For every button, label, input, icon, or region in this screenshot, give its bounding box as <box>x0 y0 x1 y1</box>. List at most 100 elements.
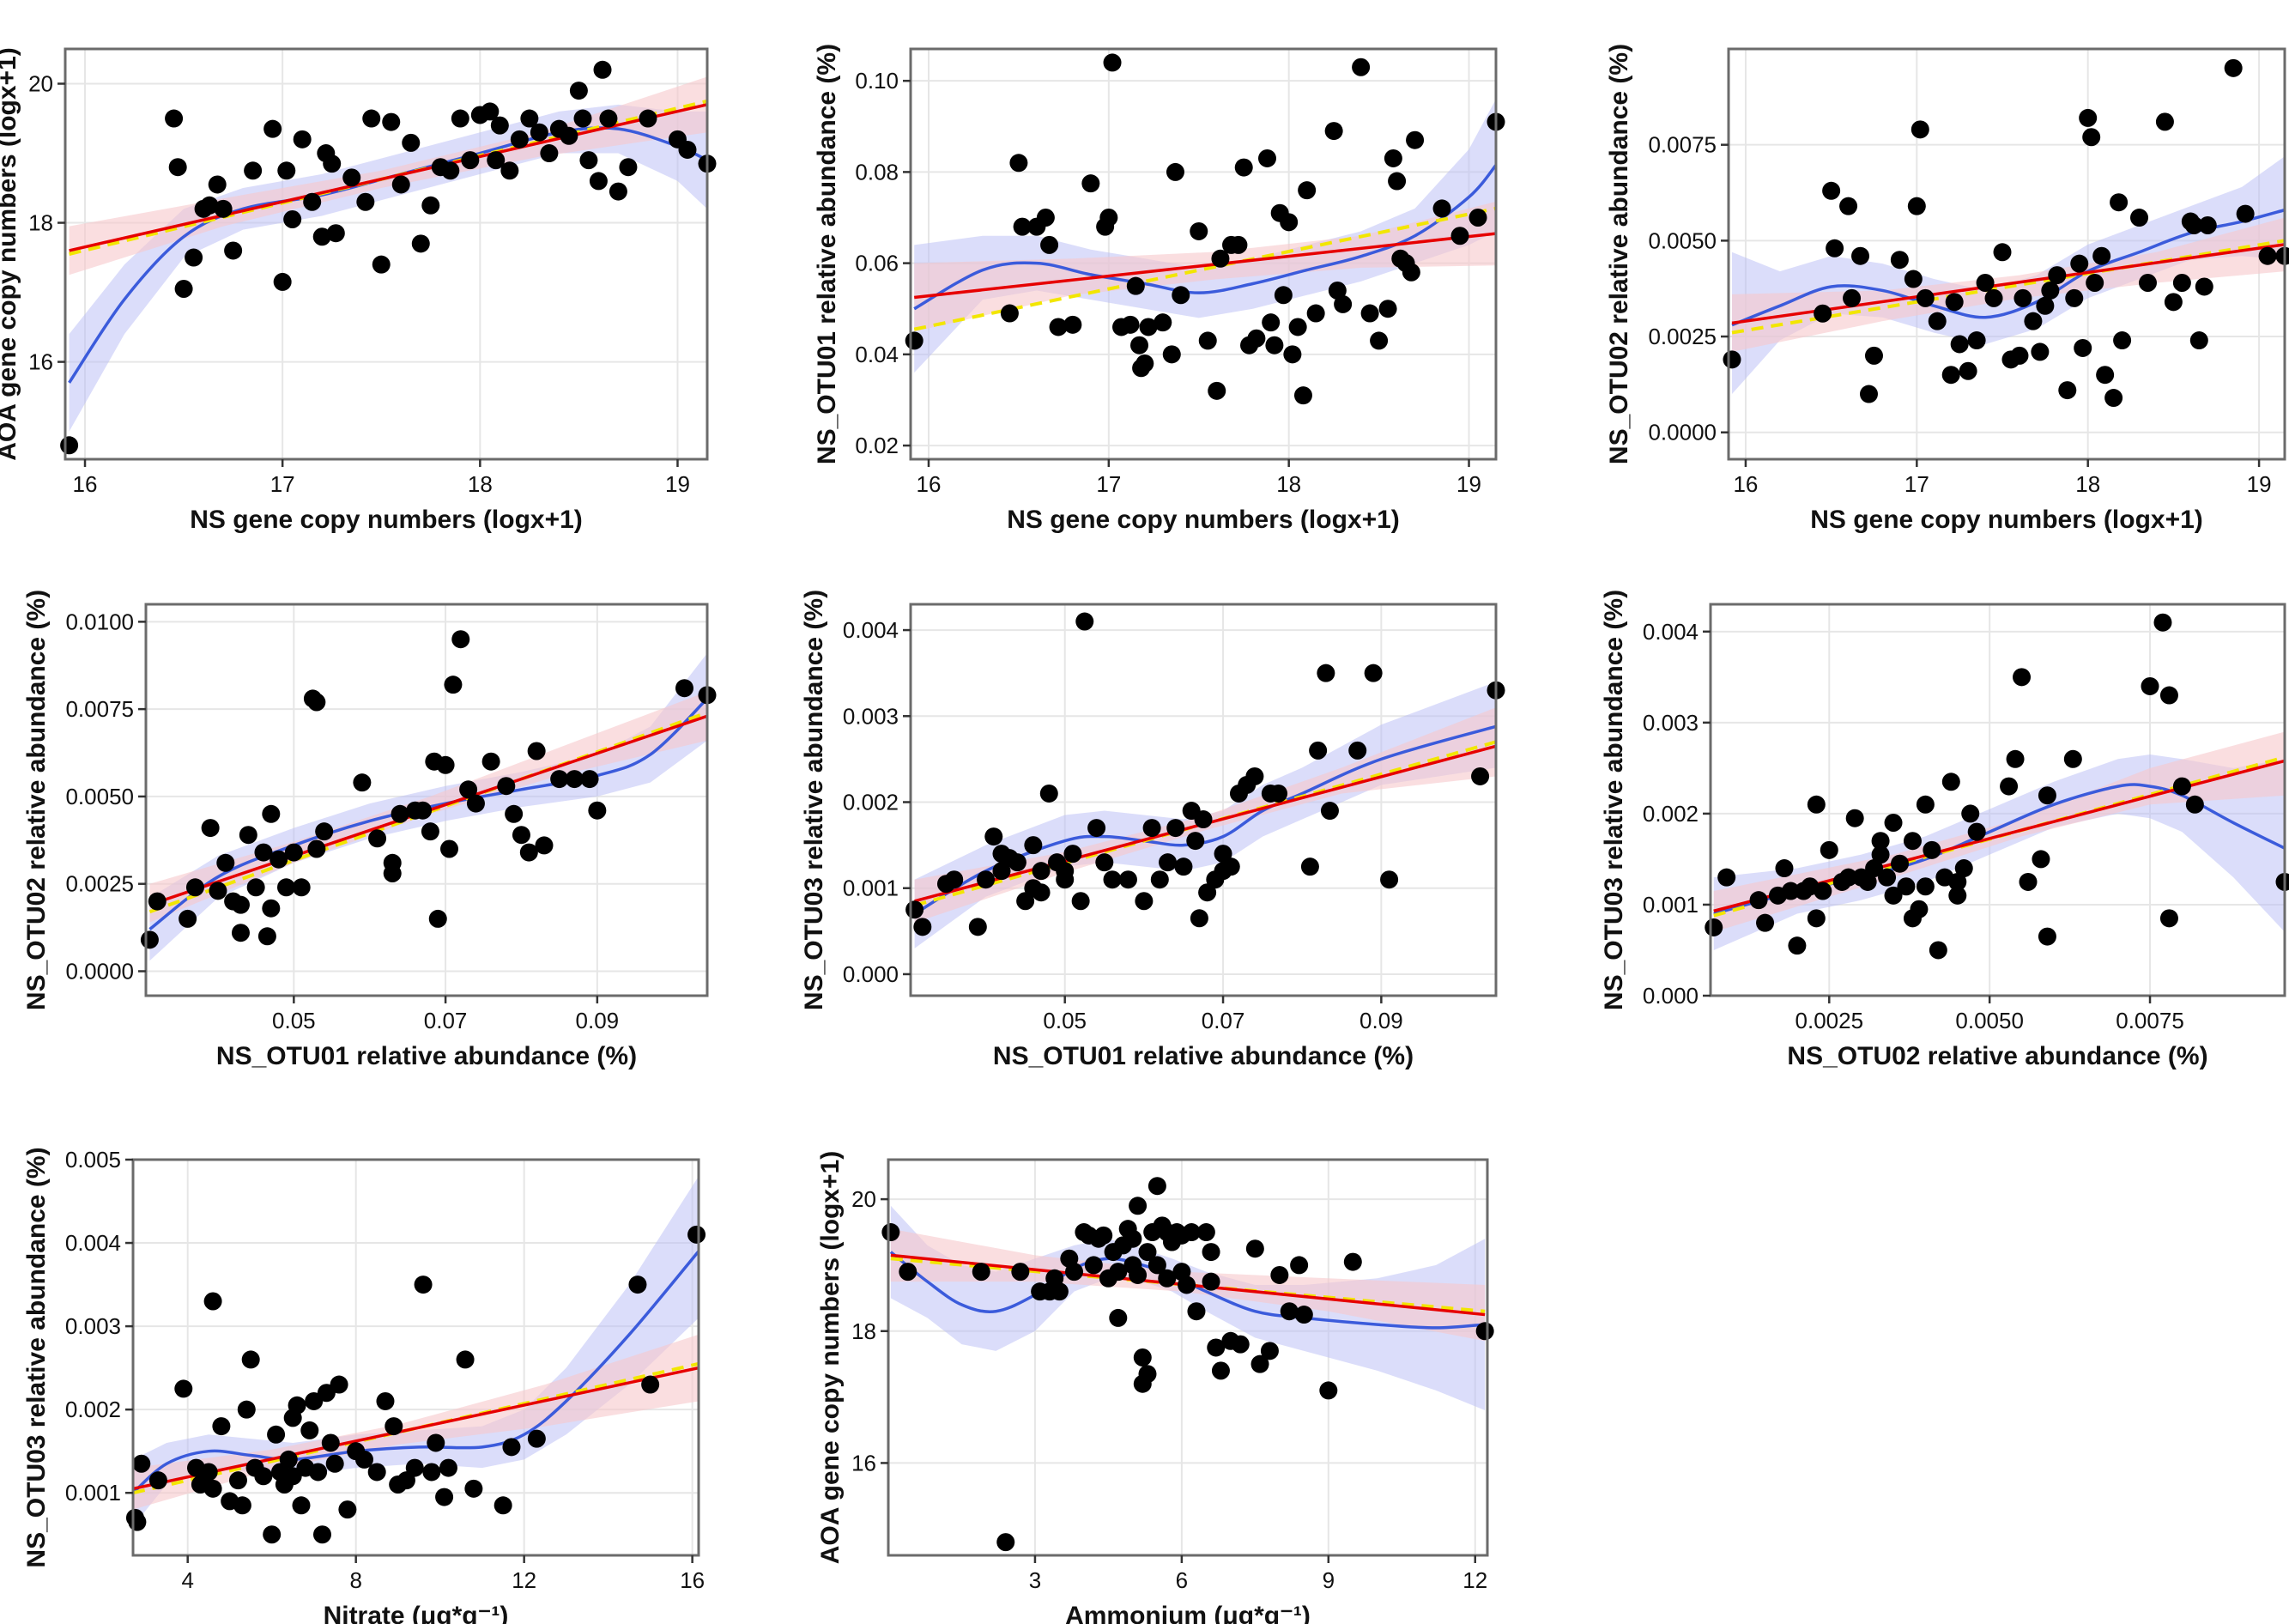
data-point <box>1324 122 1343 141</box>
data-point <box>1432 199 1451 218</box>
data-point <box>1807 795 1826 814</box>
data-point <box>1450 227 1469 245</box>
data-point <box>1334 294 1353 313</box>
data-point <box>1923 840 1941 859</box>
data-point <box>209 882 227 900</box>
data-point <box>376 1391 395 1410</box>
data-point <box>984 827 1003 846</box>
data-point <box>451 109 469 128</box>
data-point <box>2058 381 2077 400</box>
x-tick-label: 6 <box>1176 1567 1188 1593</box>
data-point <box>494 1496 512 1515</box>
data-point <box>368 829 387 848</box>
data-point <box>1928 312 1947 330</box>
data-point <box>1945 293 1964 312</box>
data-point <box>1166 819 1185 838</box>
x-tick-label: 0.07 <box>1202 1008 1245 1033</box>
y-tick-label: 0.000 <box>1643 983 1699 1009</box>
data-point <box>1159 853 1178 872</box>
y-tick-label: 0.003 <box>1643 710 1699 736</box>
scatter-panel-8: 3 6 9 12 16 18 20 Ammonium (μg*g⁻¹) AOA gene cop… <box>816 1151 1494 1624</box>
data-point <box>1245 767 1264 785</box>
data-point <box>1187 1302 1206 1321</box>
x-tick-label: 0.05 <box>272 1008 316 1033</box>
scatter-panel-6: 0.0025 0.0050 0.0075 0.000 0.001 0.002 0.003 0.… <box>1600 590 2289 1070</box>
data-point <box>199 1463 218 1482</box>
data-point <box>466 794 485 813</box>
dashed-fit-line <box>133 1361 699 1495</box>
data-point <box>1280 213 1299 232</box>
data-point <box>1016 892 1035 911</box>
data-point <box>1211 1361 1230 1380</box>
data-point <box>580 770 599 789</box>
data-point <box>321 1433 340 1452</box>
y-tick-label: 16 <box>851 1450 876 1476</box>
y-tick-label: 0.0000 <box>65 959 134 985</box>
x-tick-label: 17 <box>1904 471 1929 497</box>
data-point <box>1247 329 1266 348</box>
data-point <box>1380 870 1399 889</box>
data-point <box>1166 162 1184 181</box>
y-tick-label: 20 <box>28 71 53 97</box>
data-point <box>279 1450 298 1469</box>
data-point <box>899 1263 917 1282</box>
data-point <box>1229 235 1248 254</box>
data-point <box>2185 795 2204 814</box>
data-point <box>165 109 184 128</box>
data-point <box>2159 909 2178 928</box>
data-point <box>464 1479 483 1498</box>
x-axis-title: NS_OTU02 relative abundance (%) <box>1787 1042 2207 1070</box>
scatter-panel-2: 16 17 18 19 0.02 0.04 0.06 0.08 0.10 NS gene copy… <box>813 44 1505 534</box>
data-point <box>2032 850 2050 869</box>
data-point <box>1967 331 1986 350</box>
data-point <box>405 1458 424 1477</box>
data-point <box>385 1417 403 1436</box>
data-point <box>573 109 592 128</box>
data-point <box>1040 235 1059 254</box>
y-tick-label: 0.0025 <box>1648 324 1717 349</box>
data-point <box>2195 277 2213 296</box>
x-tick-label: 17 <box>1096 471 1121 497</box>
data-point <box>451 630 470 649</box>
data-point <box>1081 174 1100 193</box>
data-point <box>1839 197 1858 215</box>
data-point <box>1269 784 1288 803</box>
data-point <box>1756 913 1775 932</box>
plot-frame <box>131 1158 700 1557</box>
data-point <box>1000 304 1019 323</box>
data-point <box>1139 318 1158 336</box>
data-point <box>1364 664 1383 682</box>
x-tick-label: 19 <box>2247 471 2272 497</box>
data-point <box>500 161 519 180</box>
data-point <box>277 161 296 180</box>
plot-frame <box>1709 603 2286 997</box>
data-point <box>1384 148 1402 167</box>
data-point <box>1884 814 1903 833</box>
y-tick-label: 0.004 <box>65 1230 121 1256</box>
data-point <box>309 1463 328 1482</box>
data-point <box>2036 296 2055 315</box>
data-point <box>1343 1252 1362 1271</box>
data-point <box>628 1276 647 1294</box>
data-point <box>2153 613 2172 632</box>
scatter-panel-1: 16 17 18 19 16 18 20 NS gene copy numbers (logx… <box>0 47 717 534</box>
data-point <box>1717 868 1736 887</box>
data-point <box>200 196 219 215</box>
data-point <box>2110 193 2129 212</box>
y-tick-label: 0.001 <box>843 876 899 901</box>
data-point <box>540 144 559 163</box>
data-point <box>201 819 220 838</box>
data-point <box>1245 1239 1264 1258</box>
data-point <box>2172 274 2191 293</box>
data-point <box>312 1525 331 1544</box>
data-point <box>1807 909 1826 928</box>
data-point <box>1976 274 1995 293</box>
data-point <box>1087 819 1106 838</box>
x-axis-title: Nitrate (μg*g⁻¹) <box>324 1602 509 1624</box>
dashed-fit-line <box>69 99 707 256</box>
data-point <box>367 1463 386 1482</box>
data-point <box>2172 777 2191 796</box>
y-tick-label: 0.004 <box>1643 619 1699 645</box>
y-tick-label: 0.003 <box>843 703 899 729</box>
data-point <box>560 126 578 145</box>
